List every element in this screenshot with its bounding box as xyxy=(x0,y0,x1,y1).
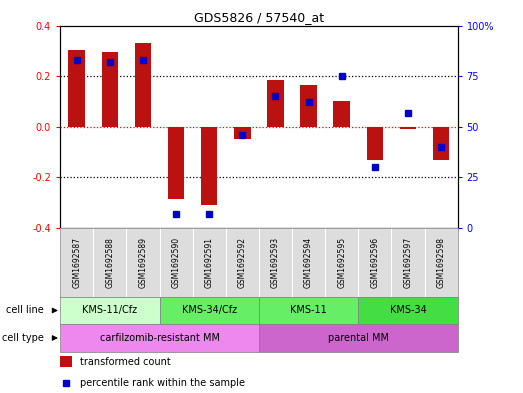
Text: GSM1692592: GSM1692592 xyxy=(238,237,247,288)
Text: GSM1692588: GSM1692588 xyxy=(105,237,115,288)
Text: transformed count: transformed count xyxy=(80,356,171,367)
Bar xyxy=(101,52,118,127)
Text: cell line: cell line xyxy=(6,305,43,316)
Text: KMS-11/Cfz: KMS-11/Cfz xyxy=(82,305,138,316)
Bar xyxy=(60,356,72,367)
Text: parental MM: parental MM xyxy=(328,333,389,343)
Text: GSM1692594: GSM1692594 xyxy=(304,237,313,288)
Bar xyxy=(267,80,283,127)
Bar xyxy=(160,297,259,324)
Text: KMS-11: KMS-11 xyxy=(290,305,327,316)
Bar xyxy=(433,127,449,160)
Bar xyxy=(259,324,458,352)
Text: GSM1692590: GSM1692590 xyxy=(172,237,180,288)
Bar xyxy=(60,324,259,352)
Text: carfilzomib-resistant MM: carfilzomib-resistant MM xyxy=(99,333,220,343)
Text: percentile rank within the sample: percentile rank within the sample xyxy=(80,378,245,387)
Text: GSM1692598: GSM1692598 xyxy=(437,237,446,288)
Text: cell type: cell type xyxy=(2,333,43,343)
Bar xyxy=(334,101,350,127)
Bar xyxy=(135,43,151,127)
Text: GSM1692591: GSM1692591 xyxy=(204,237,214,288)
Bar xyxy=(259,297,358,324)
Bar xyxy=(201,127,218,205)
Text: GSM1692595: GSM1692595 xyxy=(337,237,346,288)
Bar xyxy=(400,127,416,129)
Text: GSM1692593: GSM1692593 xyxy=(271,237,280,288)
Text: GSM1692589: GSM1692589 xyxy=(139,237,147,288)
Bar xyxy=(168,127,185,199)
Text: GSM1692596: GSM1692596 xyxy=(370,237,379,288)
Bar xyxy=(367,127,383,160)
Title: GDS5826 / 57540_at: GDS5826 / 57540_at xyxy=(194,11,324,24)
Bar xyxy=(358,297,458,324)
Bar xyxy=(300,85,317,127)
Bar xyxy=(234,127,251,140)
Text: KMS-34: KMS-34 xyxy=(390,305,426,316)
Text: GSM1692597: GSM1692597 xyxy=(403,237,413,288)
Text: KMS-34/Cfz: KMS-34/Cfz xyxy=(181,305,237,316)
Bar xyxy=(69,50,85,127)
Bar xyxy=(60,297,160,324)
Text: GSM1692587: GSM1692587 xyxy=(72,237,81,288)
